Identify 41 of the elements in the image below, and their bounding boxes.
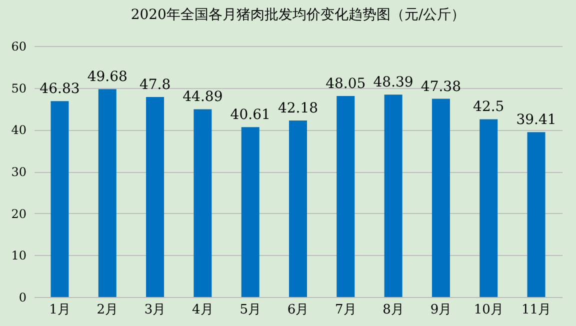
x-tick-label: 9月 [430,302,452,318]
x-tick-label: 7月 [335,302,356,318]
y-tick-label: 0 [18,290,26,304]
x-tick-label: 2月 [96,302,118,318]
data-label: 44.89 [182,89,223,106]
bar [50,101,69,297]
chart-title: 2020年全国各月猪肉批发均价变化趋势图（元/公斤） [130,7,466,23]
data-label: 40.61 [230,107,270,124]
x-tick-label: 10月 [474,302,504,318]
bar [146,97,164,297]
data-label: 42.5 [473,99,504,116]
x-tick-label: 4月 [192,302,214,318]
bar [194,109,212,297]
bar [98,89,116,297]
x-tick-label: 3月 [144,302,166,318]
data-label: 42.18 [278,100,318,117]
x-tick-label: 11月 [521,302,552,318]
y-tick-label: 50 [11,81,26,96]
data-label: 46.83 [40,81,80,98]
x-tick-label: 1月 [49,302,70,318]
y-tick-label: 20 [11,206,26,221]
bar [241,127,260,297]
x-tick-label: 6月 [287,302,309,318]
data-label: 47.8 [139,77,171,94]
y-tick-label: 40 [11,123,26,138]
data-label: 47.38 [420,78,462,95]
bar [384,94,402,297]
y-tick-label: 60 [11,40,26,54]
bar [336,96,355,297]
x-tick-label: 8月 [382,302,404,318]
bar [432,98,450,297]
data-label: 48.05 [326,76,366,92]
x-tick-label: 5月 [240,302,261,318]
y-tick-label: 30 [11,165,26,179]
data-label: 39.41 [516,112,556,128]
bar [480,119,498,297]
y-tick-label: 10 [11,248,26,263]
bar [289,120,307,297]
data-label: 49.68 [87,69,128,86]
bar [527,132,546,297]
data-label: 48.39 [373,74,414,91]
